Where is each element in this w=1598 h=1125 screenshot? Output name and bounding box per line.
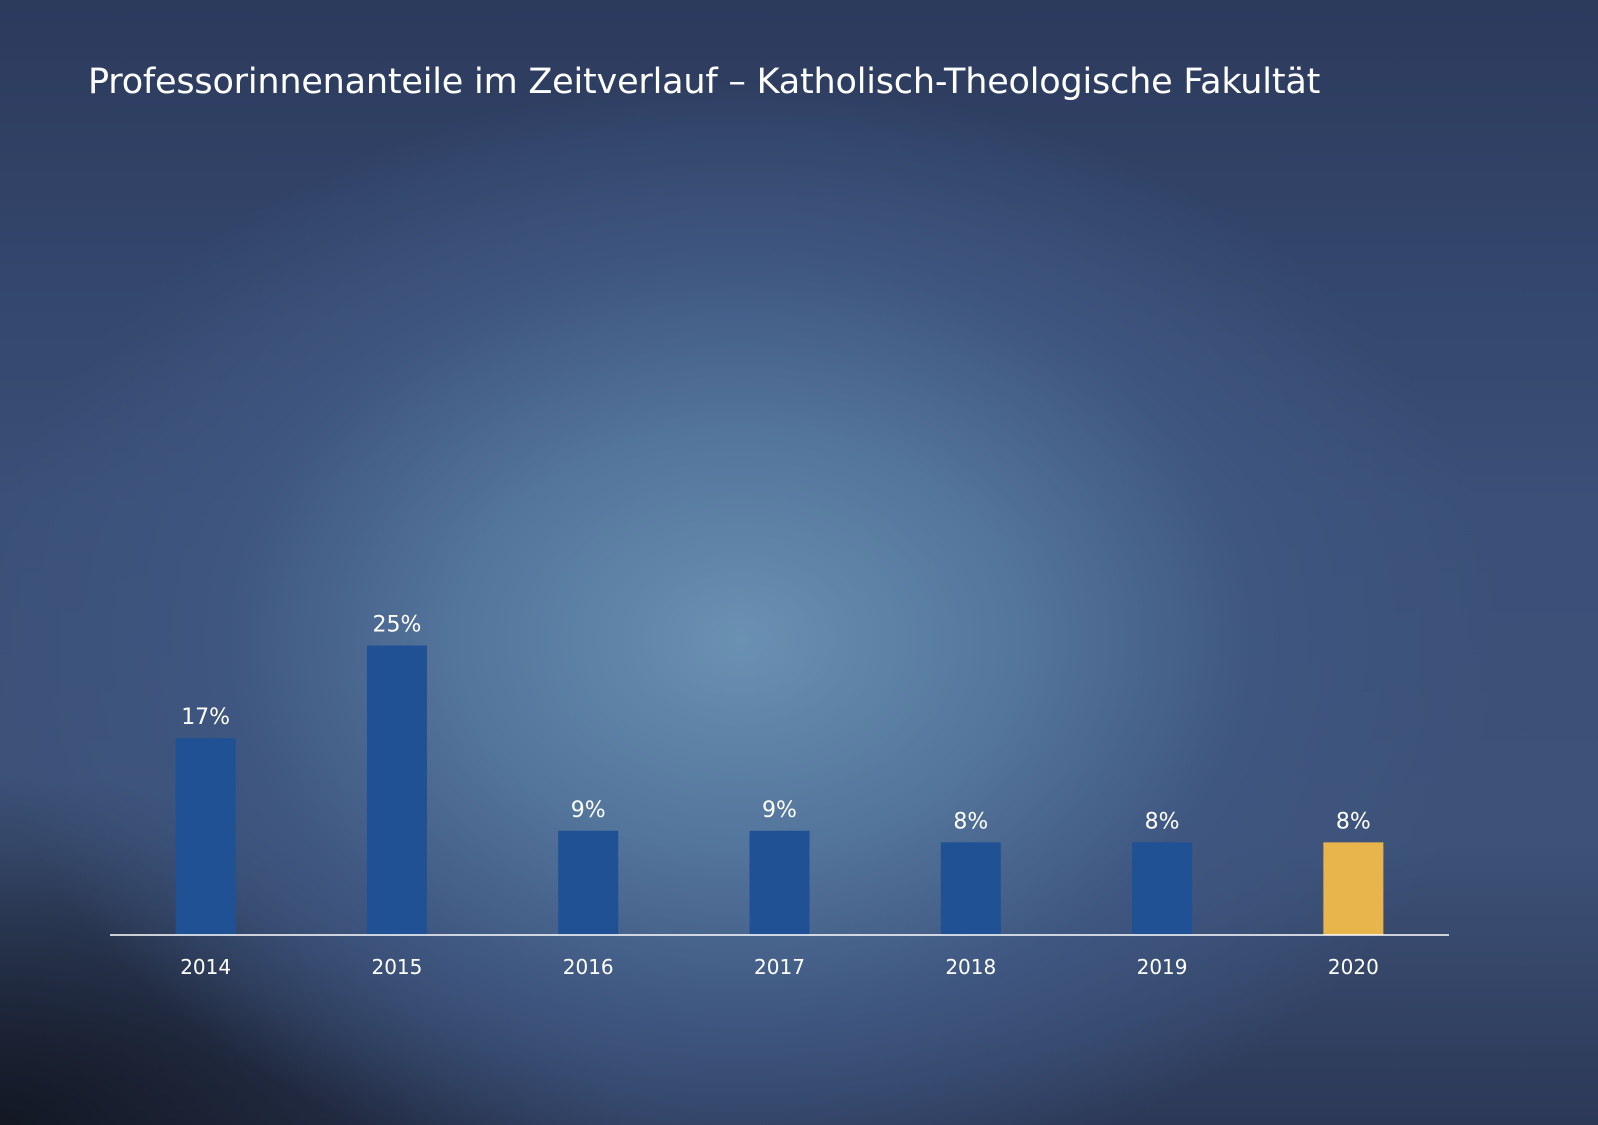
bar-2018 xyxy=(940,842,1001,935)
value-label-2015: 25% xyxy=(372,613,421,638)
bar-2017 xyxy=(749,830,810,935)
bar-2019 xyxy=(1132,842,1193,935)
value-label-2020: 8% xyxy=(1336,809,1371,834)
bar-2014 xyxy=(175,738,236,935)
x-tick-label-2020: 2020 xyxy=(1328,955,1379,979)
bar-2020 xyxy=(1323,842,1384,935)
value-label-2014: 17% xyxy=(181,705,230,730)
x-tick-label-2018: 2018 xyxy=(945,955,996,979)
chart-title: Professorinnenanteile im Zeitverlauf – K… xyxy=(88,62,1321,102)
x-tick-label-2015: 2015 xyxy=(371,955,422,979)
value-labels-group: 17% 25% 9% 9% 8% 8% 8% xyxy=(181,613,1371,835)
bar-2016 xyxy=(558,830,619,935)
bar-2015 xyxy=(366,645,427,935)
x-tick-labels-group: 2014 2015 2016 2017 2018 2019 2020 xyxy=(180,955,1379,979)
value-label-2017: 9% xyxy=(762,798,797,823)
bars-group xyxy=(175,645,1384,935)
x-tick-label-2019: 2019 xyxy=(1137,955,1188,979)
x-tick-label-2017: 2017 xyxy=(754,955,805,979)
value-label-2016: 9% xyxy=(571,798,606,823)
value-label-2018: 8% xyxy=(953,809,988,834)
value-label-2019: 8% xyxy=(1145,809,1180,834)
x-tick-label-2014: 2014 xyxy=(180,955,231,979)
x-tick-label-2016: 2016 xyxy=(563,955,614,979)
